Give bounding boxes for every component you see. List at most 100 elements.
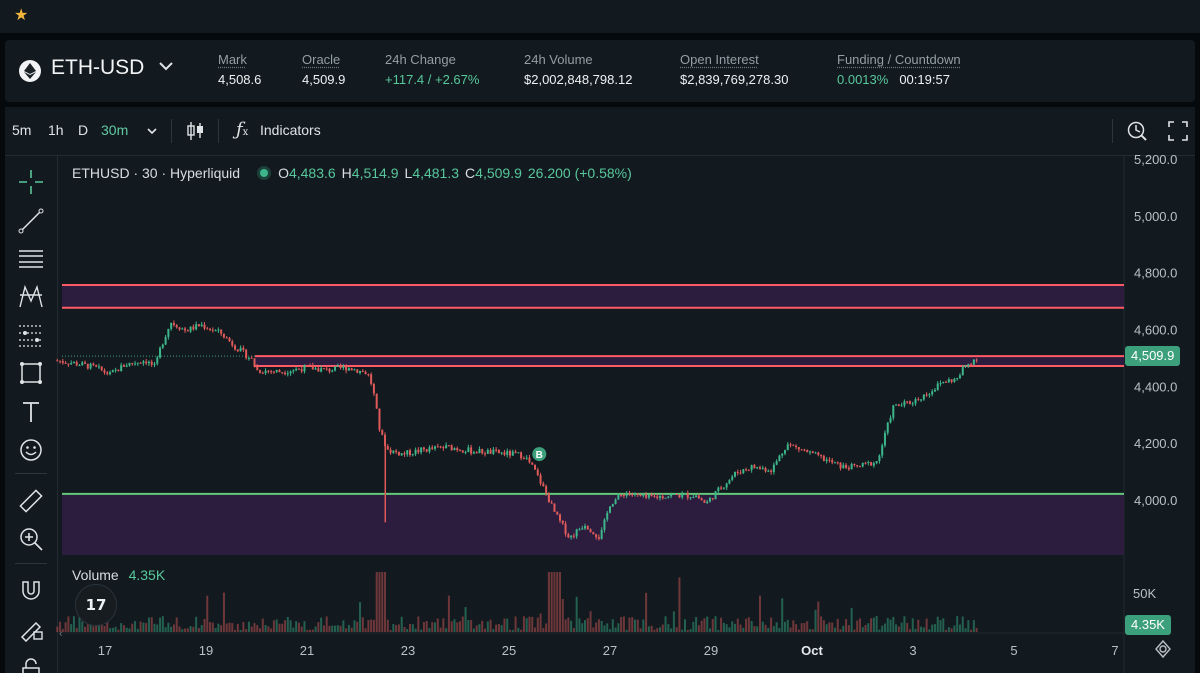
fib-icon[interactable]	[17, 321, 45, 349]
stat-label[interactable]: Funding / Countdown	[837, 52, 961, 67]
volume-bar	[764, 624, 767, 632]
volume-bar	[942, 618, 945, 632]
chevron-down-icon[interactable]	[158, 60, 174, 72]
candle-body	[775, 461, 778, 465]
stat-label[interactable]: Mark	[218, 52, 247, 67]
candle-body	[61, 361, 64, 363]
trend-line-icon[interactable]	[17, 207, 45, 235]
volume-bar	[697, 625, 700, 632]
fx-icon[interactable]: ƒx	[236, 119, 249, 140]
volume-bar	[484, 628, 487, 632]
volume-bar	[156, 624, 159, 632]
volume-bar	[478, 624, 481, 632]
candle-body	[139, 362, 142, 364]
open-value: 4,483.6	[288, 165, 336, 181]
interval-30m[interactable]: 30m	[101, 122, 129, 138]
volume-bar	[570, 620, 573, 632]
candle-body	[658, 496, 661, 499]
volume-bar	[733, 623, 736, 632]
volume-bar	[189, 626, 192, 632]
volume-bar	[386, 619, 389, 632]
candle-body	[695, 495, 698, 498]
price-chart[interactable]: 5,200.05,000.04,800.04,600.04,400.04,200…	[5, 107, 1195, 673]
stat-label[interactable]: Oracle	[302, 52, 341, 67]
indicators-button[interactable]: Indicators	[260, 122, 321, 138]
candle-body	[203, 324, 206, 329]
volume-bar	[689, 629, 692, 632]
candle-body	[800, 449, 803, 451]
interval-d[interactable]: D	[78, 122, 89, 138]
volume-bar	[961, 616, 964, 632]
star-icon[interactable]: ★	[14, 7, 29, 24]
candlestick-type-icon[interactable]	[185, 120, 205, 142]
interval-1h[interactable]: 1h	[48, 122, 64, 138]
magnet-icon[interactable]	[17, 576, 45, 604]
volume-bar	[870, 618, 873, 632]
interval-5m[interactable]: 5m	[12, 122, 32, 138]
candle-body	[306, 365, 309, 367]
candle-body	[822, 455, 825, 462]
candle-body	[553, 503, 556, 512]
crosshair-icon[interactable]	[17, 168, 45, 196]
volume-bar	[300, 626, 303, 632]
replay-icon[interactable]	[1126, 119, 1148, 143]
buy-marker	[532, 447, 547, 462]
volume-bar	[920, 626, 923, 632]
volume-bar	[914, 628, 917, 632]
symbol-legend[interactable]: ETHUSD · 30 · Hyperliquid	[72, 165, 241, 181]
candle-body	[761, 467, 764, 469]
stat-label[interactable]: Open Interest	[680, 52, 759, 67]
symbol-selector[interactable]: ETH-USD	[51, 56, 145, 79]
volume-bar	[534, 627, 537, 632]
candle-body	[467, 447, 470, 452]
candle-body	[625, 493, 628, 496]
volume-bar	[864, 624, 867, 632]
volume-bar	[164, 627, 167, 632]
horizontal-lines-icon[interactable]	[17, 245, 45, 273]
tradingview-logo[interactable]: 17	[75, 584, 117, 626]
volume-bar	[436, 618, 439, 632]
volume-bar	[339, 625, 342, 632]
lock-icon[interactable]	[17, 655, 45, 673]
candle-body	[850, 463, 853, 470]
volume-bar	[375, 572, 378, 632]
candle-body	[903, 401, 906, 406]
candle-body	[864, 462, 867, 464]
volume-bar	[814, 609, 817, 632]
candle-body	[731, 476, 734, 480]
volume-bar	[903, 616, 906, 632]
candle-body	[895, 404, 898, 406]
volume-bar	[839, 629, 842, 632]
emoji-icon[interactable]	[17, 436, 45, 464]
zoom-in-icon[interactable]	[17, 525, 45, 553]
text-icon[interactable]	[17, 398, 45, 426]
volume-bar	[325, 616, 328, 632]
candle-body	[778, 455, 781, 462]
fullscreen-icon[interactable]	[1168, 121, 1188, 141]
volume-bar	[370, 619, 373, 632]
volume-bar	[711, 618, 714, 632]
volume-bar	[745, 618, 748, 632]
volume-bar	[447, 595, 450, 632]
candle-body	[617, 494, 620, 500]
volume-bar	[328, 625, 331, 632]
chevron-down-icon[interactable]	[146, 126, 158, 136]
volume-bar	[242, 622, 245, 632]
volume-bar	[272, 620, 275, 632]
pattern-icon[interactable]	[17, 283, 45, 311]
lock-drawing-icon[interactable]	[17, 614, 45, 643]
candle-body	[820, 454, 823, 456]
volume-bar	[639, 628, 642, 632]
rectangle-icon[interactable]	[17, 359, 45, 387]
scroll-left-icon[interactable]: ‹	[59, 628, 63, 640]
candle-body	[917, 399, 920, 401]
volume-bar	[203, 618, 206, 632]
volume-bar	[470, 619, 473, 632]
ruler-icon[interactable]	[17, 487, 45, 515]
volume-bar	[825, 624, 828, 632]
settings-icon[interactable]	[1153, 639, 1173, 659]
y-axis-label: 4,000.0	[1134, 493, 1177, 508]
candle-body	[589, 529, 592, 533]
volume-bar	[578, 618, 581, 632]
volume-bar	[886, 618, 889, 632]
